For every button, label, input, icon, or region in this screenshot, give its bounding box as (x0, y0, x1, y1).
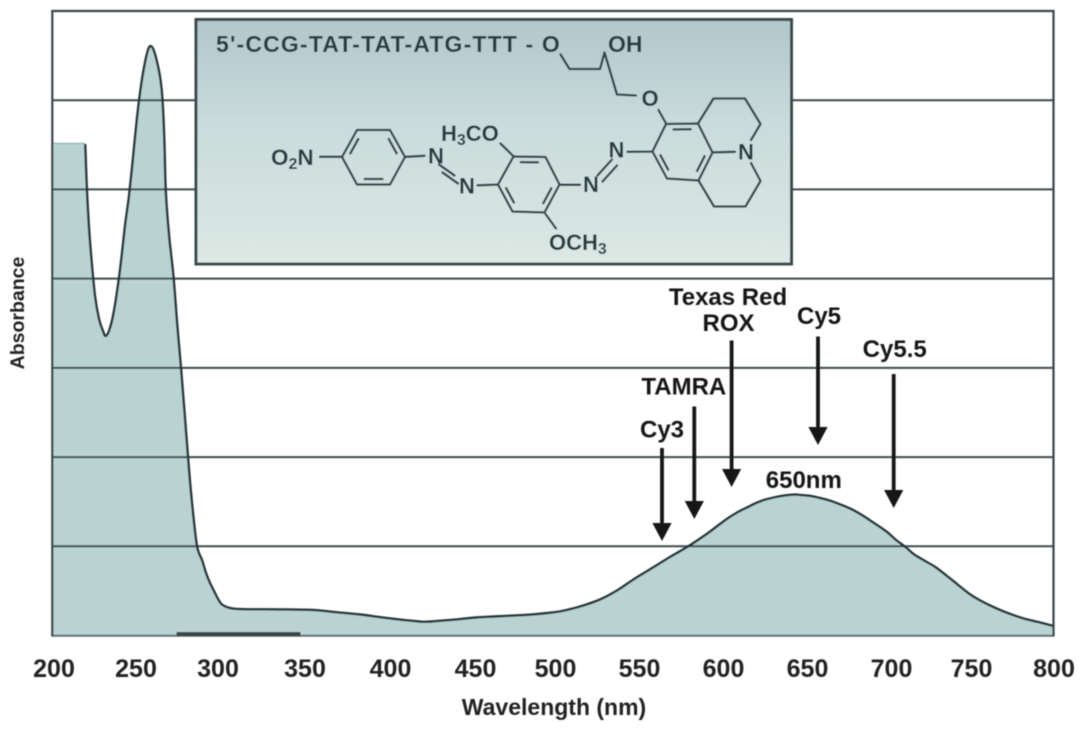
svg-text:600: 600 (703, 655, 745, 683)
svg-text:550: 550 (619, 655, 661, 683)
svg-text:H3CO: H3CO (441, 121, 499, 149)
svg-text:TAMRA: TAMRA (641, 374, 726, 401)
svg-text:Wavelength (nm): Wavelength (nm) (462, 694, 646, 720)
svg-text:N: N (428, 144, 444, 169)
svg-text:OH: OH (608, 31, 643, 57)
svg-text:Absorbance: Absorbance (7, 257, 29, 370)
svg-text:800: 800 (1033, 655, 1075, 683)
svg-text:350: 350 (284, 655, 326, 683)
svg-text:750: 750 (951, 655, 993, 683)
svg-text:200: 200 (33, 655, 75, 683)
svg-text:250: 250 (115, 655, 157, 683)
svg-text:Cy5.5: Cy5.5 (863, 336, 927, 363)
svg-text:ROX: ROX (702, 310, 754, 337)
svg-text:Cy3: Cy3 (640, 417, 684, 444)
svg-text:500: 500 (535, 655, 577, 683)
svg-text:400: 400 (370, 655, 412, 683)
svg-text:700: 700 (871, 655, 913, 683)
svg-text:Cy5: Cy5 (797, 303, 841, 330)
svg-text:650nm: 650nm (766, 467, 842, 494)
svg-text:N: N (738, 140, 754, 165)
svg-text:N: N (609, 138, 625, 163)
svg-text:N: N (583, 172, 599, 197)
svg-text:300: 300 (197, 655, 239, 683)
svg-text:5'-CCG-TAT-TAT-ATG-TTT - O: 5'-CCG-TAT-TAT-ATG-TTT - O (216, 31, 561, 57)
svg-text:O: O (641, 86, 658, 111)
svg-text:650: 650 (787, 655, 829, 683)
svg-text:N: N (459, 174, 475, 199)
svg-text:Texas Red: Texas Red (669, 284, 787, 311)
svg-text:450: 450 (455, 655, 497, 683)
